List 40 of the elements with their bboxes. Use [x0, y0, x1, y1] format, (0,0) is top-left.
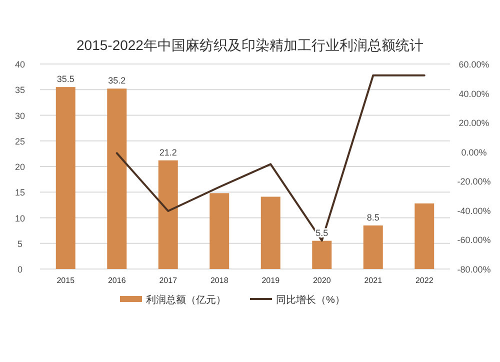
y-tick-label: 30: [14, 110, 26, 121]
x-tick-label: 2015: [56, 276, 76, 285]
y2-tick-label: -60.00%: [457, 235, 491, 246]
bar: [260, 196, 280, 269]
data-label: 35.2: [108, 76, 126, 86]
x-tick-label: 2022: [415, 276, 434, 285]
y2-tick-label: -80.00%: [457, 264, 491, 274]
bar: [363, 225, 383, 269]
x-tick-label: 2020: [312, 276, 332, 285]
y-tick-label: 0: [17, 264, 23, 274]
y2-tick-label: -40.00%: [457, 206, 491, 216]
y-tick-label: 40: [14, 60, 26, 70]
y2-tick-label: 40.00%: [458, 88, 490, 99]
x-tick-label: 2017: [159, 276, 178, 285]
bar: [312, 240, 332, 269]
y2-tick-label: 20.00%: [458, 118, 490, 128]
chart-title: 2015-2022年中国麻纺织及印染精加工行业利润总额统计: [76, 37, 424, 53]
y-tick-label: 20: [14, 162, 26, 172]
bar: [158, 160, 178, 269]
y-tick-label: 10: [14, 213, 26, 224]
bar: [414, 203, 434, 269]
legend-label: 利润总额（亿元）: [146, 294, 226, 306]
data-label: 21.2: [159, 147, 177, 158]
y2-tick-label: 60.00%: [458, 60, 490, 70]
y2-tick-label: -20.00%: [457, 176, 491, 187]
x-tick-label: 2016: [108, 276, 126, 285]
bar: [210, 193, 230, 269]
x-tick-label: 2018: [210, 276, 229, 285]
x-tick-label: 2021: [364, 276, 383, 285]
bar: [56, 87, 76, 269]
y-tick-label: 15: [14, 188, 26, 198]
bar: [107, 88, 127, 269]
y-tick-label: 25: [14, 136, 26, 146]
x-tick-label: 2019: [262, 276, 280, 285]
y2-tick-label: 0.00%: [461, 147, 487, 158]
data-label: 8.5: [366, 212, 380, 222]
legend-label: 同比增长（%）: [276, 294, 345, 306]
y-tick-label: 5: [17, 238, 23, 249]
data-label: 35.5: [56, 74, 74, 84]
y-tick-label: 35: [14, 85, 26, 96]
